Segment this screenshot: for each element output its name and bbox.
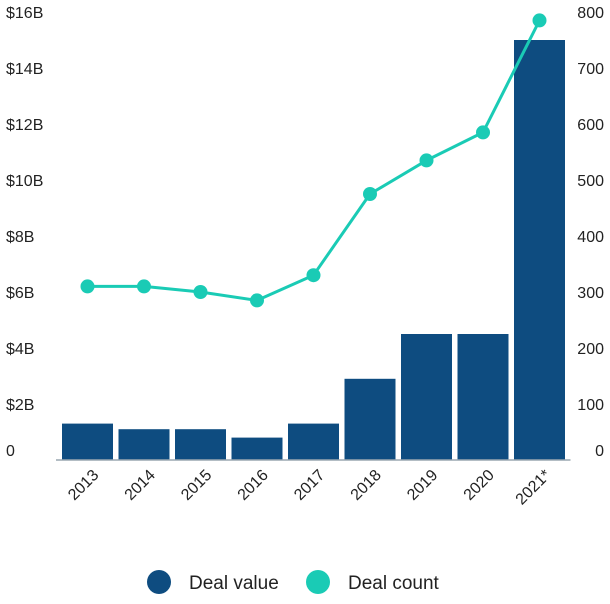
deal-count-point [419,153,434,168]
deal-value-bar [231,437,283,460]
x-axis: 2013 2014 2015 2016 2017 2018 2019 2020 2021* [65,467,554,509]
legend: Deal value Deal count [147,570,440,594]
legend-deal-value-label: Deal value [189,573,279,594]
x-tick-label: 2021* [513,467,555,509]
x-tick-label: 2013 [65,467,102,504]
x-tick-label: 2019 [404,467,441,504]
legend-deal-count-label: Deal count [348,573,440,594]
left-tick-label: $4B [6,341,34,358]
deal-value-bar [457,334,509,460]
deal-count-point [137,279,151,294]
deal-value-bar [514,40,565,460]
right-tick-label: 700 [577,61,604,78]
left-tick-label: $6B [6,285,34,302]
right-tick-label: 500 [577,173,604,190]
deal-value-bar [288,423,339,460]
right-tick-label: 400 [577,229,604,246]
deal-value-bars [62,40,565,460]
deal-count-polyline [87,19,541,302]
deal-count-point [532,13,547,28]
left-tick-label: $10B [6,173,43,190]
right-tick-label: 300 [577,285,604,302]
deal-value-bar [175,429,226,460]
right-axis: 0 100 200 300 400 500 600 700 800 [577,5,604,460]
x-tick-label: 2017 [291,467,328,504]
legend-deal-value-swatch [147,570,171,594]
deal-value-bar [118,429,170,460]
x-tick-label: 2018 [348,467,385,504]
deal-count-point [80,279,95,294]
deal-count-line [80,13,547,308]
legend-deal-count-swatch [306,570,330,594]
deal-count-point [363,187,377,201]
left-tick-label: $12B [6,117,43,134]
right-tick-label: 600 [577,117,604,134]
left-tick-label: $8B [6,229,34,246]
left-tick-label: 0 [6,443,15,460]
right-tick-label: 0 [595,443,604,460]
x-tick-label: 2014 [122,467,159,504]
left-tick-label: $2B [6,397,34,414]
deal-count-point [193,285,208,299]
deal-value-bar [401,334,452,460]
right-tick-label: 100 [577,397,604,414]
deal-count-point [250,293,264,308]
x-tick-label: 2016 [235,467,272,504]
x-tick-label: 2015 [178,467,215,504]
deal-value-bar [62,423,113,460]
left-axis: 0 $2B $4B $6B $8B $10B $12B $14B $16B [6,5,43,460]
right-tick-label: 200 [577,341,604,358]
deal-count-point [476,125,490,140]
deal-count-point [306,268,321,283]
left-tick-label: $14B [6,61,43,78]
deal-value-bar [344,378,396,460]
x-tick-label: 2020 [461,467,498,504]
left-tick-label: $16B [6,5,43,22]
right-tick-label: 800 [577,5,604,22]
